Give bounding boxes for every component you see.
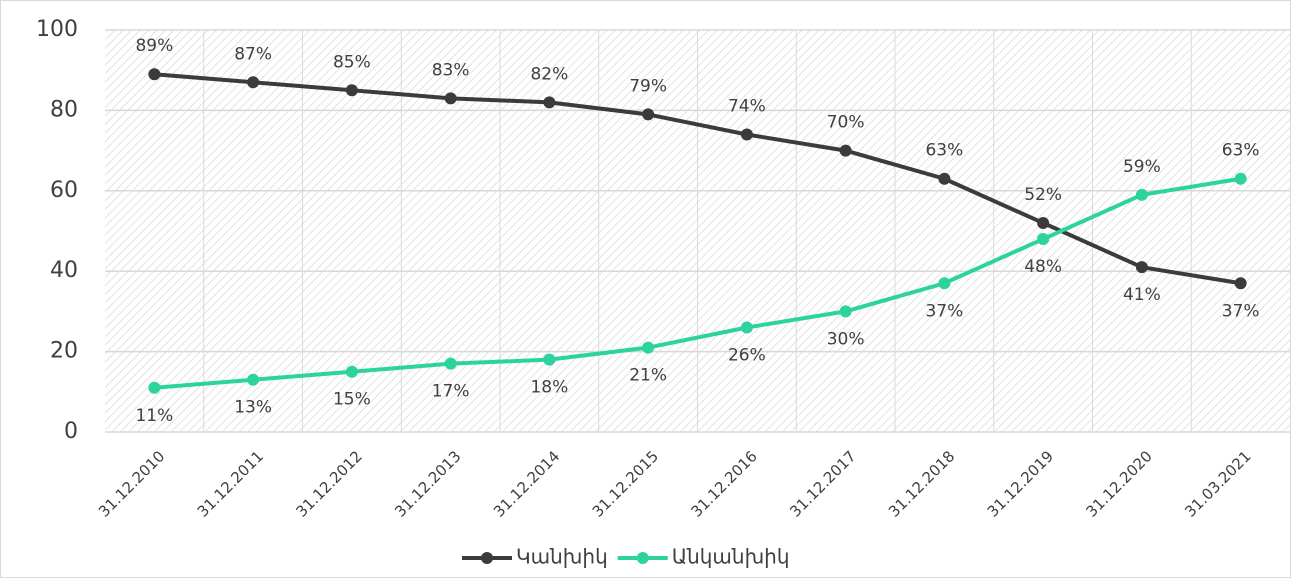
marker [642, 341, 655, 354]
y-tick-label: 40 [50, 258, 78, 283]
y-tick-label: 100 [36, 17, 78, 42]
marker [444, 357, 457, 370]
data-label: 79% [629, 76, 667, 96]
data-label: 48% [1024, 257, 1062, 277]
data-label: 87% [234, 44, 272, 64]
data-label: 82% [530, 64, 568, 84]
marker [642, 108, 655, 121]
legend-marker [636, 552, 649, 564]
marker [345, 84, 358, 97]
marker [148, 68, 161, 81]
marker [1234, 172, 1247, 185]
data-label: 59% [1123, 157, 1161, 177]
y-tick-label: 20 [50, 339, 78, 364]
marker [345, 365, 358, 378]
data-label: 89% [135, 36, 173, 56]
data-label: 37% [925, 301, 963, 321]
data-label: 74% [728, 97, 766, 117]
data-label: 63% [1222, 141, 1260, 161]
marker [839, 144, 852, 157]
line [154, 176, 1241, 390]
marker [1037, 216, 1050, 229]
marker [740, 321, 753, 334]
data-label: 15% [333, 390, 371, 410]
data-label: 52% [1024, 185, 1062, 205]
marker [740, 128, 753, 141]
marker [1135, 188, 1148, 201]
marker [938, 277, 951, 290]
data-label: 30% [827, 329, 865, 349]
marker [247, 373, 260, 386]
data-label: 21% [629, 366, 667, 386]
marker [148, 381, 161, 394]
marker [1135, 261, 1148, 274]
y-tick-label: 60 [50, 178, 78, 203]
data-label: 85% [333, 52, 371, 72]
data-label: 83% [432, 60, 470, 80]
data-label: 17% [432, 382, 470, 402]
marker [839, 305, 852, 318]
data-label: 11% [135, 406, 173, 426]
data-label: 18% [530, 378, 568, 398]
data-label: 70% [827, 113, 865, 133]
data-label: 26% [728, 345, 766, 365]
legend-label: Անկանխիկ [672, 545, 790, 569]
y-tick-label: 0 [64, 419, 78, 444]
marker [1037, 233, 1050, 246]
data-label: 63% [925, 141, 963, 161]
marker [1234, 277, 1247, 290]
marker [543, 353, 556, 366]
data-label: 41% [1123, 285, 1161, 305]
marker [444, 92, 457, 105]
marker [247, 76, 260, 89]
marker [938, 172, 951, 185]
y-tick-label: 80 [50, 97, 78, 122]
marker [543, 96, 556, 109]
legend-label: Կանխիկ [516, 545, 608, 569]
data-label: 37% [1222, 301, 1260, 321]
data-label: 13% [234, 398, 272, 418]
legend-marker [481, 552, 493, 564]
